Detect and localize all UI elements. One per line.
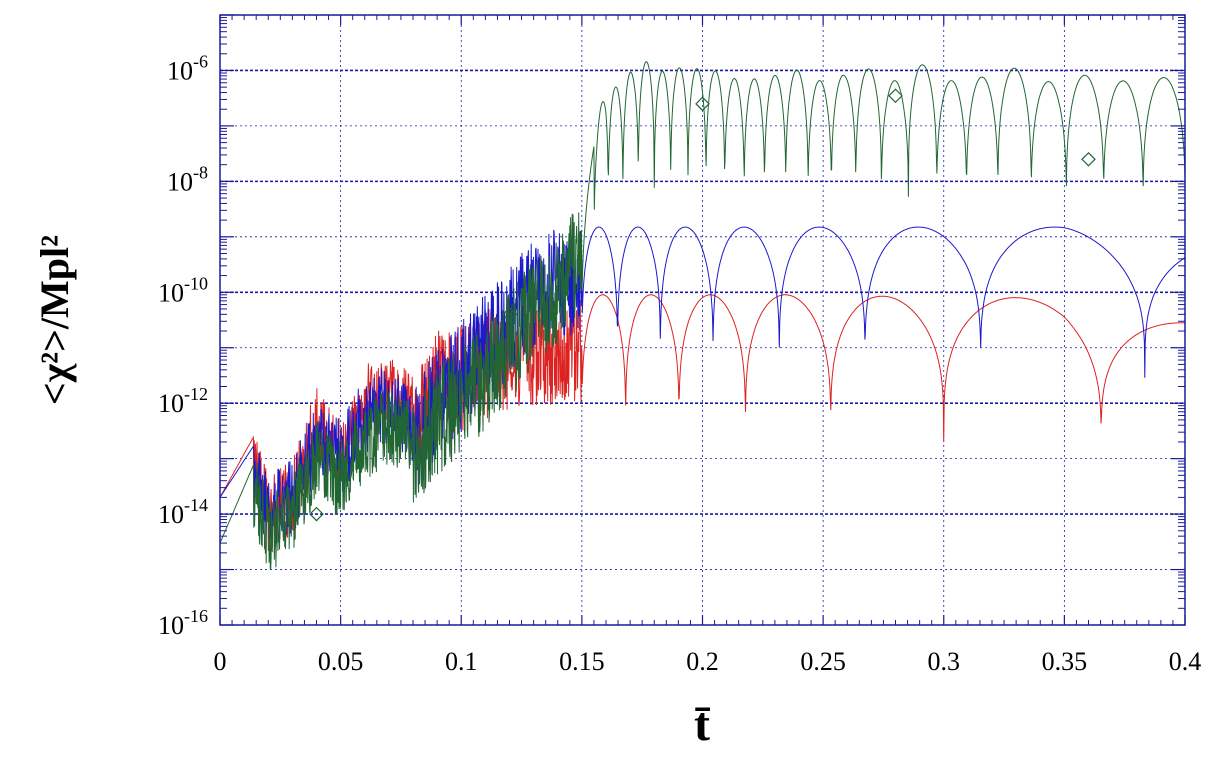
- x-tick-label: 0: [214, 647, 227, 676]
- series-line-green: [220, 61, 1185, 571]
- diamond-marker: [1081, 151, 1096, 167]
- x-tick-label: 0.25: [800, 647, 846, 676]
- x-tick-label: 0.1: [445, 647, 478, 676]
- grid: [220, 15, 1185, 625]
- y-tick-label: 10-10: [158, 273, 208, 307]
- x-tick-label: 0.05: [318, 647, 364, 676]
- diamond-marker: [695, 96, 710, 112]
- marker-layer: [309, 88, 1096, 522]
- tick-marks: [219, 14, 1186, 626]
- x-tick-label: 0.15: [559, 647, 605, 676]
- diamond-marker: [309, 506, 324, 522]
- y-tick-label: 10-14: [158, 495, 208, 529]
- series-line-blue: [220, 226, 1185, 550]
- y-tick-label: 10-16: [158, 606, 208, 640]
- x-tick-label: 0.35: [1042, 647, 1088, 676]
- x-axis-title: t̄: [694, 698, 711, 751]
- x-tick-label: 0.3: [928, 647, 961, 676]
- x-tick-label: 0.4: [1169, 647, 1202, 676]
- series-layer: [220, 61, 1185, 571]
- x-tick-label: 0.2: [686, 647, 719, 676]
- y-axis-title-text: <χ²>/Mpl²: [32, 235, 77, 405]
- diamond-marker: [888, 88, 903, 104]
- y-tick-label: 10-8: [167, 162, 208, 196]
- y-axis-title: <χ²>/Mpl²: [32, 235, 77, 405]
- y-tick-label: 10-12: [158, 384, 208, 418]
- diamond-marker: [502, 306, 517, 322]
- y-tick-labels: 10-6 10-8 10-10 10-12 10-14 10-16: [158, 51, 208, 640]
- y-tick-label: 10-6: [167, 51, 208, 85]
- x-tick-labels: 0 0.05 0.1 0.15 0.2 0.25 0.3 0.35 0.4: [214, 647, 1202, 676]
